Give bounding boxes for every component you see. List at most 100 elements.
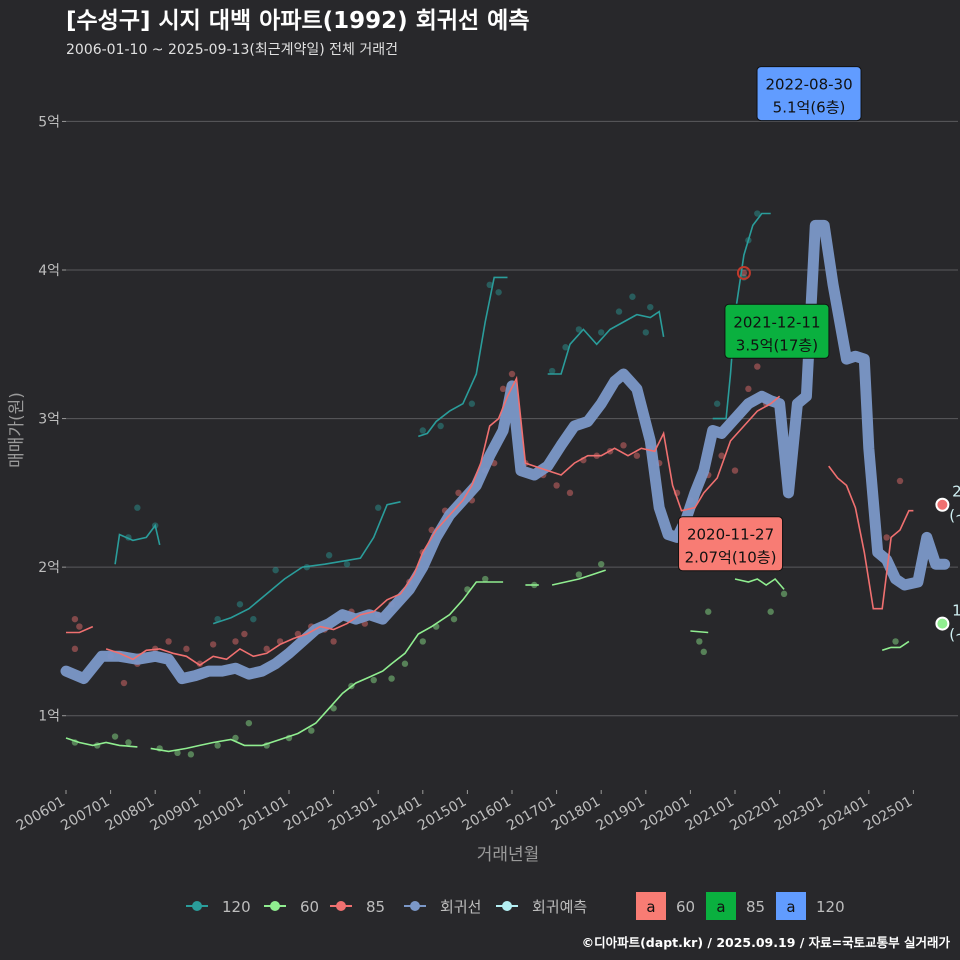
y-tick-label: 4억 [38, 263, 60, 279]
x-tick-label: 202101 [683, 794, 737, 835]
series-line-85 [105, 375, 781, 667]
legend-key-dot-1 [270, 901, 280, 911]
y-tick-label: 5억 [38, 114, 60, 130]
series-line-120 [547, 310, 665, 375]
annotation-box: 2021-12-11 3.5억(17층) [724, 303, 830, 359]
scatter-point-s120 [325, 552, 333, 559]
scatter-point-s60 [419, 638, 426, 645]
legend-box-label: 60 [676, 898, 695, 916]
caption: ©디아파트(dapt.kr) / 2025.09.19 / 자료=국토교통부 실… [582, 935, 951, 950]
x-tick-label: 201501 [415, 794, 469, 835]
x-tick-label: 200901 [148, 794, 202, 835]
scatter-point-s85 [754, 363, 761, 370]
legend-label: 120 [222, 898, 251, 916]
series-line-60 [734, 577, 785, 590]
scatter-point-s85 [718, 452, 725, 459]
series-line-120 [212, 501, 401, 625]
scatter-point-s85 [455, 489, 462, 497]
series-line-120 [418, 276, 508, 438]
annotation-value: 3.5억(17층) [736, 336, 818, 354]
scatter-point-s60 [125, 739, 132, 746]
scatter-point-s60 [482, 575, 489, 583]
scatter-point-s85 [633, 452, 641, 459]
scatter-point-s60 [780, 590, 788, 598]
scatter-point-s60 [330, 705, 337, 712]
x-tick-label: 201701 [504, 794, 558, 835]
scatter-point-s120 [575, 326, 583, 333]
scatter-point-s120 [754, 210, 761, 217]
end-label-sub: (~85㎡) [949, 507, 960, 525]
x-tick-label: 201301 [326, 794, 380, 835]
x-tick-label: 202401 [817, 794, 871, 835]
series-line-85 [66, 625, 94, 634]
scatter-point-s85 [740, 269, 748, 277]
x-tick-label: 202001 [638, 794, 692, 835]
end-point-0 [935, 497, 950, 512]
legend-key-dot-3 [410, 901, 420, 911]
series-line-120 [114, 523, 161, 565]
legend-box-glyph: a [786, 898, 795, 916]
annotation-date: 2020-11-27 [687, 526, 774, 544]
scatter-point-s120 [272, 566, 279, 574]
series-line-60 [150, 581, 504, 753]
scatter-point-s60 [308, 727, 315, 734]
scatter-point-s120 [486, 281, 493, 289]
scatter-point-s120 [615, 308, 623, 315]
series-lines [60, 105, 951, 753]
scatter-point-s60 [575, 571, 583, 578]
scatter-point-s85 [71, 645, 79, 653]
scatter-point-s85 [499, 385, 507, 393]
legend-label: 85 [366, 898, 385, 916]
y-axis-ticks: 1억 2억 3억 4억 5억 [38, 114, 66, 725]
legend-label: 60 [300, 898, 319, 916]
scatter-point-s120 [134, 504, 141, 511]
scatter-point-s60 [370, 676, 377, 684]
x-tick-label: 201601 [460, 794, 514, 835]
series-line-60 [65, 737, 138, 748]
x-tick-label: 200601 [14, 794, 68, 835]
scatter-point-s60 [245, 719, 253, 727]
scatter-point-s85 [76, 623, 83, 630]
annotation-bg [678, 516, 784, 572]
x-tick-label: 201801 [549, 794, 603, 835]
scatter-point-s120 [236, 601, 244, 608]
y-tick-label: 1억 [38, 709, 60, 725]
x-tick-label: 201101 [237, 794, 291, 835]
end-point-1 [935, 616, 950, 631]
legend-box-2 [776, 892, 806, 920]
scatter-point-s120 [548, 367, 556, 375]
scatter-point-s60 [187, 751, 195, 758]
scatter-point-s85 [183, 645, 190, 653]
end-label-sub: (~60㎡) [949, 626, 960, 644]
scatter-point-s85 [232, 638, 239, 645]
scatter-point-s60 [401, 660, 409, 667]
annotations: 2022-08-305.1억(6층)2021-12-113.5억(17층)202… [678, 66, 862, 572]
scatter-point-s60 [111, 733, 119, 740]
x-tick-label: 202501 [861, 794, 915, 835]
series-line-60 [881, 640, 910, 652]
end-labels: 24,200 (~85㎡) 16,200 (~60㎡) [935, 483, 960, 644]
annotation-box: 2020-11-27 2.07억(10층) [678, 516, 784, 572]
scatter-point-s85 [196, 660, 203, 667]
annotation-value: 5.1억(6층) [773, 99, 846, 117]
scatter-point-s85 [566, 489, 574, 497]
x-tick-label: 202301 [772, 794, 826, 835]
scatter-point-s85 [553, 482, 560, 489]
scatter-point-s120 [343, 560, 351, 568]
scatter-point-s120 [437, 422, 444, 430]
legend-label: 회귀선 [440, 898, 481, 916]
x-axis-title: 거래년월 [477, 845, 540, 865]
legend-box-glyph: a [716, 898, 725, 916]
scatter-point-s85 [71, 615, 79, 623]
legend: 120 60 85 회귀선 회귀예측 a 60 a 85 a 120 [186, 892, 845, 920]
scatter-point-s60 [232, 734, 239, 742]
y-tick-label: 2억 [38, 560, 60, 576]
scatter-point-s120 [562, 344, 569, 351]
x-tick-label: 202201 [727, 794, 781, 835]
scatter-point-s85 [263, 645, 270, 653]
x-tick-label: 200801 [103, 794, 157, 835]
legend-box-0 [636, 892, 666, 920]
scatter-point-s120 [598, 329, 605, 336]
scatter-point-s85 [731, 467, 739, 474]
